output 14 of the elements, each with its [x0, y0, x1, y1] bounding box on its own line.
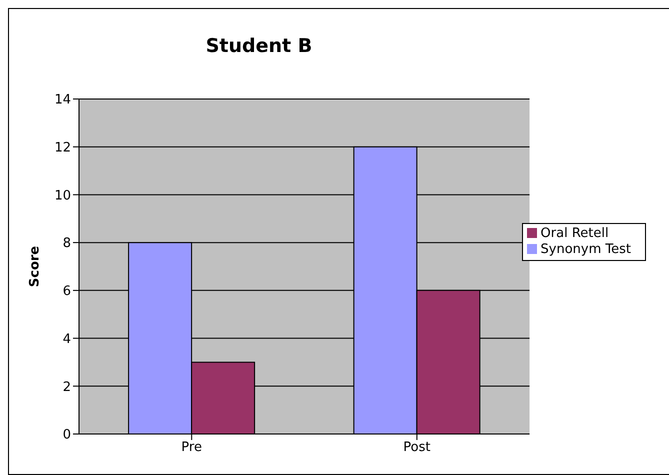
y-tick-label: 4	[62, 332, 71, 347]
y-tick-label: 8	[62, 236, 71, 252]
y-tick-label: 6	[62, 284, 71, 300]
y-axis-title: Score	[28, 246, 43, 288]
y-tick-label: 0	[62, 428, 71, 443]
y-tick-label: 2	[62, 380, 71, 395]
legend-label: Oral Retell	[540, 226, 609, 240]
x-tick-label: Pre	[181, 440, 202, 456]
chart-title: Student B	[204, 35, 314, 57]
y-tick-label: 10	[54, 188, 71, 204]
legend-label: Synonym Test	[540, 242, 631, 256]
y-tick-label: 12	[54, 140, 71, 156]
y-tick-label: 14	[54, 92, 71, 108]
x-tick-label: Post	[403, 440, 430, 456]
